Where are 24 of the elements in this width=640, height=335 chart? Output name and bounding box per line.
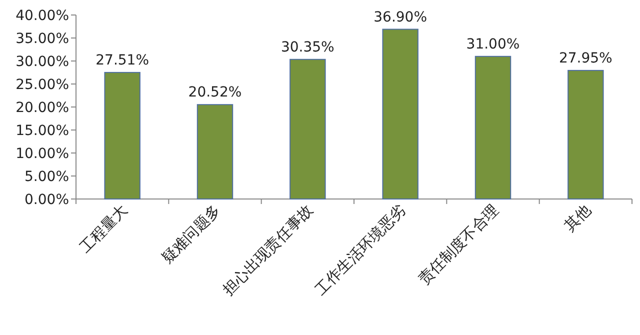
data-label: 20.52%	[188, 84, 242, 101]
y-tick-label: 30.00%	[16, 54, 69, 70]
data-label: 27.95%	[558, 50, 612, 66]
data-label: 31.00%	[466, 36, 520, 52]
y-tick-label: 10.00%	[16, 146, 69, 162]
bar	[382, 28, 418, 200]
x-tick-label: 其他	[560, 201, 594, 236]
bar	[104, 72, 140, 200]
y-tick-label: 5.00%	[24, 169, 69, 185]
bar	[290, 58, 326, 200]
bar	[196, 104, 234, 200]
x-tick-label: 责任制度不合理	[414, 201, 502, 288]
data-label: 36.90%	[374, 9, 428, 26]
y-tick-label: 40.00%	[16, 8, 69, 24]
y-tick-label: 35.00%	[16, 31, 69, 47]
data-label: 27.51%	[96, 52, 150, 68]
y-tick-label: 20.00%	[16, 100, 69, 116]
y-tick-label: 15.00%	[16, 123, 69, 139]
y-tick-label: 0.00%	[24, 192, 69, 208]
bar	[474, 56, 512, 200]
data-label: 30.35%	[280, 39, 334, 56]
y-tick-label: 25.00%	[16, 77, 69, 93]
bar	[568, 70, 604, 200]
x-tick-label: 工程量大	[76, 201, 132, 256]
